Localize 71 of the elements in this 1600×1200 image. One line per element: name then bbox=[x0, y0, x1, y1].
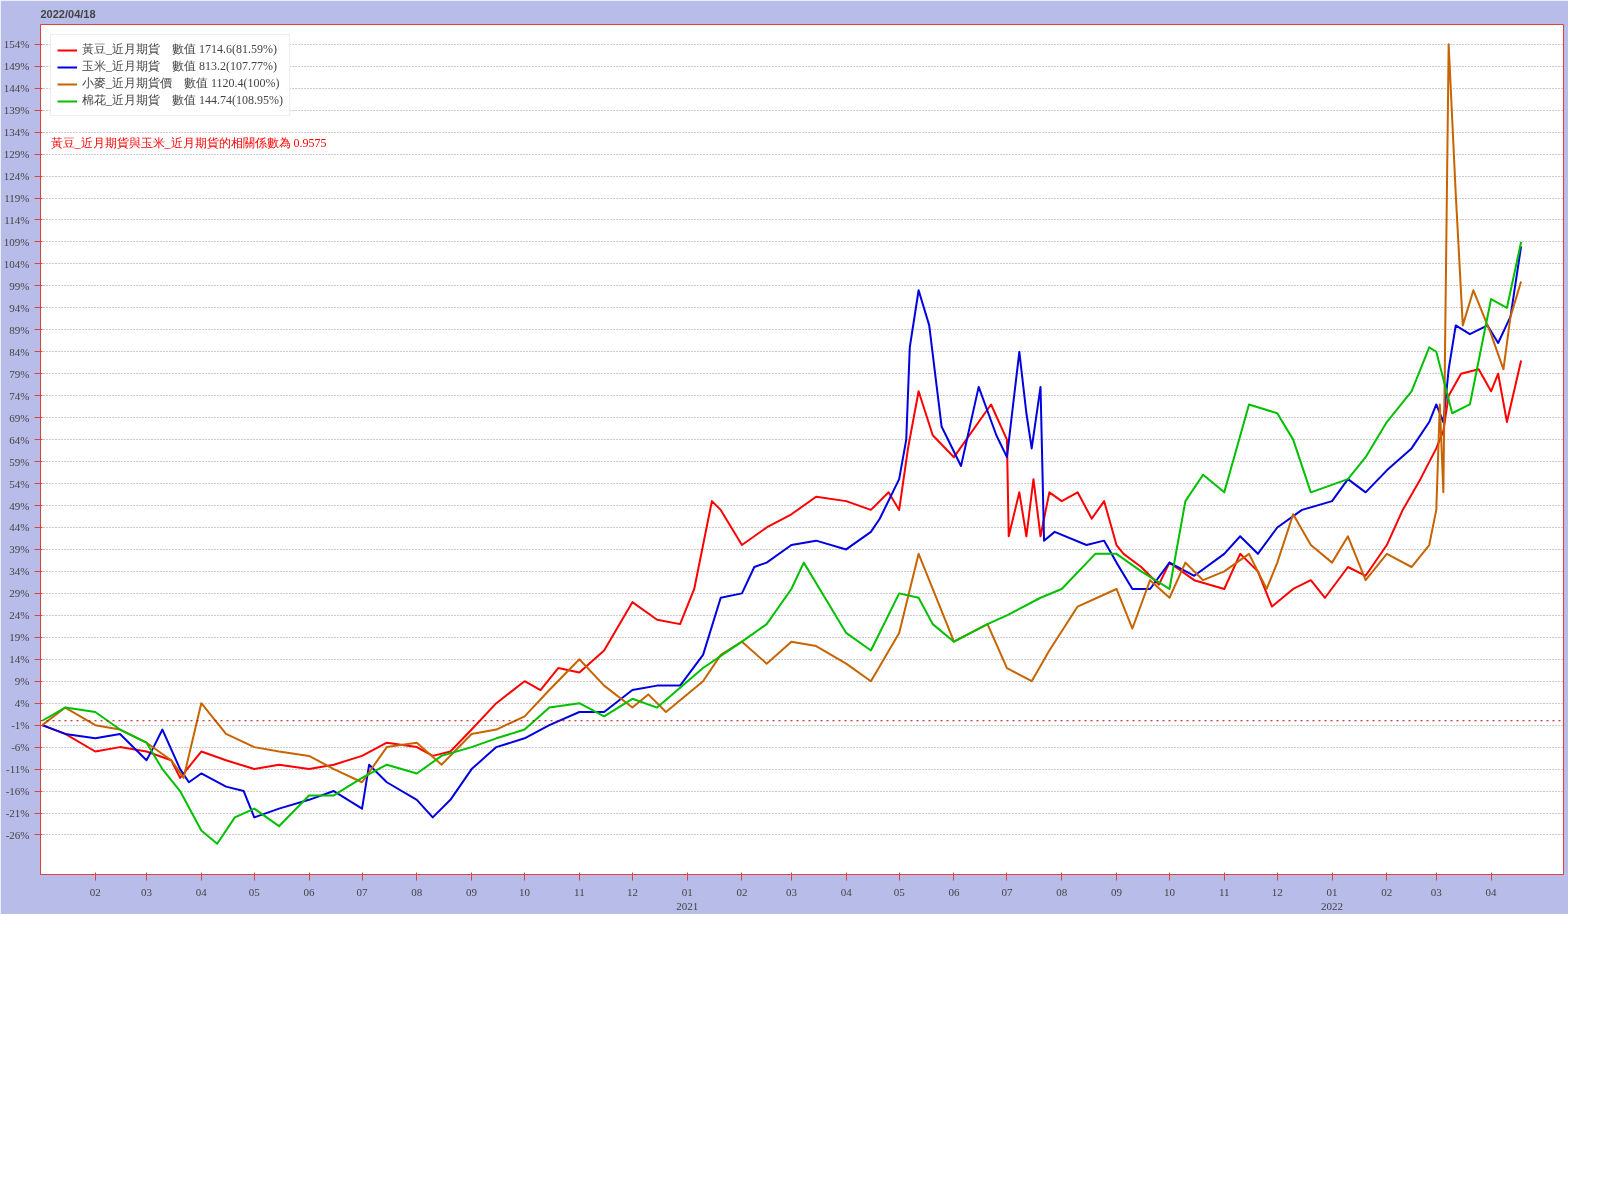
y-tick-label: 104% bbox=[3, 257, 30, 270]
y-tick-label: -6% bbox=[11, 741, 30, 754]
x-tick-label: 08 bbox=[1056, 885, 1068, 898]
y-tick-label: 124% bbox=[3, 170, 30, 183]
line-series bbox=[41, 43, 1523, 784]
y-tick-label: 79% bbox=[9, 367, 30, 380]
y-tick-label: 59% bbox=[9, 455, 30, 468]
y-tick-label: 149% bbox=[3, 60, 30, 73]
y-tick-label: 119% bbox=[4, 192, 30, 205]
y-tick-label: 39% bbox=[9, 543, 30, 556]
y-tick-label: 139% bbox=[3, 104, 30, 117]
x-tick-label: 03 bbox=[141, 885, 153, 898]
y-tick-label: 154% bbox=[3, 38, 30, 51]
chart-subtitle: 2022/04/18 bbox=[40, 7, 96, 20]
y-tick-label: 134% bbox=[3, 126, 30, 139]
y-tick-label: 129% bbox=[3, 148, 30, 161]
y-tick-label: -11% bbox=[6, 763, 30, 776]
x-tick-label: 10 bbox=[1164, 885, 1176, 898]
y-tick-label: 49% bbox=[9, 499, 30, 512]
y-tick-label: 9% bbox=[14, 675, 30, 688]
y-tick-label: 114% bbox=[4, 213, 30, 226]
x-tick-label: 02 bbox=[1381, 885, 1393, 898]
x-tick-label: 09 bbox=[466, 885, 478, 898]
x-tick-label: 06 bbox=[303, 885, 316, 898]
legend-label: 小麥_近月期貨價 數值 1120.4(100%) bbox=[82, 75, 280, 92]
y-tick-label: 109% bbox=[3, 235, 30, 248]
x-tick-label: 07 bbox=[1001, 885, 1013, 898]
y-tick-label: 84% bbox=[9, 345, 30, 358]
x-tick-label: 10 bbox=[519, 885, 531, 898]
x-tick-label: 03 bbox=[785, 885, 798, 898]
y-tick-label: 89% bbox=[9, 323, 30, 336]
x-tick-label: 11 bbox=[574, 885, 585, 898]
y-tick-label: -26% bbox=[5, 828, 30, 841]
y-tick-label: 94% bbox=[9, 301, 30, 314]
x-tick-label: 06 bbox=[948, 885, 960, 898]
x-tick-label: 12 bbox=[1271, 885, 1283, 898]
x-tick-label: 09 bbox=[1110, 885, 1123, 898]
x-tick-label: 02 bbox=[736, 885, 748, 898]
legend-label: 棉花_近月期貨 數值 144.74(108.95%) bbox=[82, 92, 283, 109]
y-tick-label: 99% bbox=[9, 279, 30, 292]
y-tick-label: 54% bbox=[9, 477, 30, 490]
x-tick-label: 08 bbox=[411, 885, 423, 898]
y-tick-label: 144% bbox=[3, 82, 30, 95]
legend-label: 黃豆_近月期貨 數值 1714.6(81.59%) bbox=[82, 41, 277, 58]
y-tick-label: 19% bbox=[9, 631, 30, 644]
y-tick-label: 34% bbox=[9, 565, 30, 578]
x-tick-label: 04 bbox=[1485, 885, 1498, 898]
y-tick-label: -16% bbox=[5, 785, 30, 798]
annotation: 黃豆_近月期貨與玉米_近月期貨的相關係數為 0.9575 bbox=[50, 135, 327, 150]
x-tick-label: 03 bbox=[1430, 885, 1443, 898]
x-tick-label: 12 bbox=[626, 885, 638, 898]
x-tick-label: 02 bbox=[89, 885, 101, 898]
y-tick-label: 64% bbox=[9, 433, 30, 446]
y-tick-label: 4% bbox=[14, 697, 30, 710]
x-tick-label: 07 bbox=[356, 885, 369, 898]
y-tick-label: 74% bbox=[9, 389, 30, 402]
y-tick-label: 29% bbox=[9, 587, 30, 600]
y-tick-label: -21% bbox=[5, 807, 30, 819]
y-tick-label: 69% bbox=[9, 411, 30, 424]
x-tick-label: 11 bbox=[1218, 885, 1230, 898]
x-tick-label: 01 2021 bbox=[676, 885, 699, 912]
y-tick-label: 44% bbox=[9, 521, 30, 534]
legend-label: 玉米_近月期貨 數值 813.2(107.77%) bbox=[82, 58, 277, 75]
y-tick-label: -1% bbox=[11, 719, 30, 732]
x-tick-label: 01 2022 bbox=[1321, 885, 1344, 912]
x-tick-label: 05 bbox=[248, 885, 261, 898]
y-tick-label: 14% bbox=[9, 653, 30, 666]
x-tick-label: 04 bbox=[195, 885, 208, 898]
x-tick-label: 04 bbox=[840, 885, 853, 898]
x-tick-label: 05 bbox=[893, 885, 906, 898]
y-tick-label: 24% bbox=[9, 609, 30, 622]
